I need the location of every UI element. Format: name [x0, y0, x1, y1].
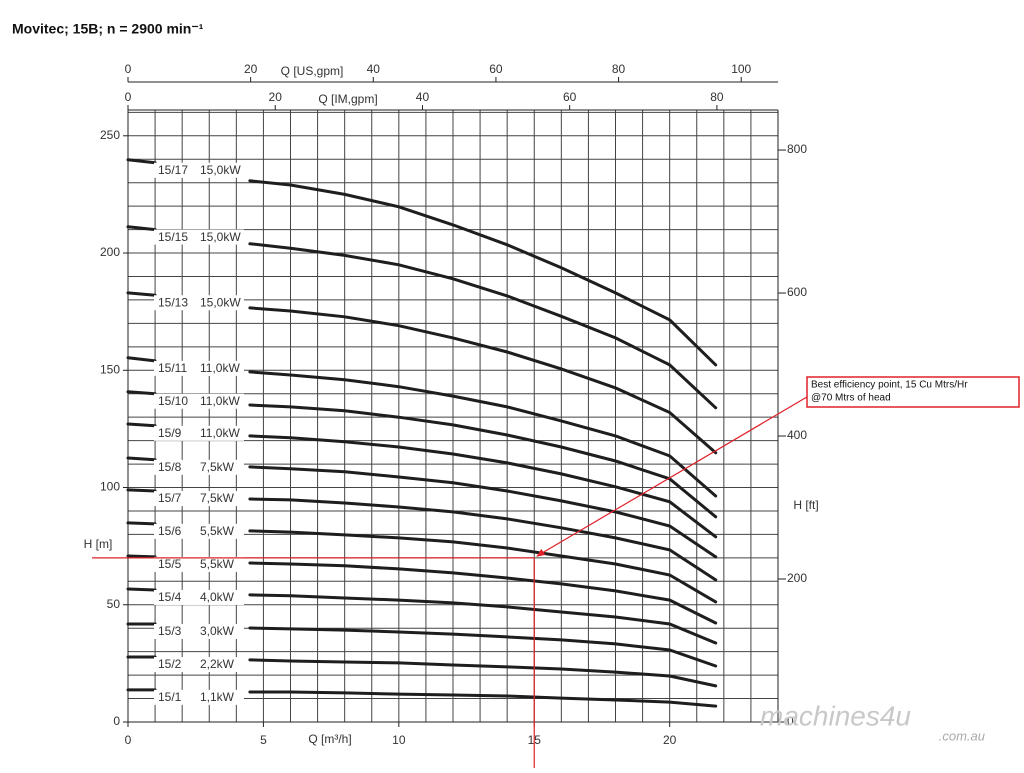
- curve-name: 15/13: [158, 295, 188, 309]
- watermark: machines4u: [760, 700, 911, 731]
- curve-name: 15/11: [158, 361, 187, 375]
- top-tick-label: 80: [710, 90, 724, 104]
- label-background: [154, 162, 244, 178]
- y2-tick-label: 200: [787, 571, 807, 585]
- curve-name: 15/3: [158, 624, 182, 638]
- y-tick-label: 250: [100, 128, 120, 142]
- pump-curve: [126, 456, 718, 559]
- y2-tick-label: 0: [787, 714, 794, 728]
- arrow-head: [536, 548, 546, 557]
- top-tick-label: 0: [125, 90, 132, 104]
- label-background: [154, 393, 244, 409]
- annotation-box: [806, 376, 1020, 408]
- top-tick-label: 40: [367, 62, 381, 76]
- x-tick-label: 10: [392, 733, 406, 747]
- curve-power: 11,0kW: [200, 361, 240, 375]
- label-background: [154, 360, 244, 376]
- top-tick-label: 0: [125, 62, 132, 76]
- y-tick-label: 50: [107, 597, 121, 611]
- curve-power: 2,2kW: [200, 657, 235, 671]
- pump-curve: [126, 356, 718, 498]
- y2-tick-label: 600: [787, 285, 807, 299]
- pump-curve: [126, 158, 718, 367]
- pump-curve: [126, 225, 718, 410]
- top-tick-label: 60: [563, 90, 577, 104]
- label-background: [154, 295, 244, 311]
- top-tick-label: 20: [244, 62, 258, 76]
- curve-power: 5,5kW: [200, 524, 235, 538]
- label-background: [154, 459, 244, 475]
- pump-curve: [126, 622, 718, 668]
- label-background: [154, 425, 244, 441]
- pump-curve: [126, 554, 718, 625]
- label-background: [154, 623, 244, 639]
- label-background: [154, 589, 244, 605]
- top-axis-label: Q [IM,gpm]: [318, 92, 377, 106]
- pump-curve: [126, 488, 718, 582]
- chart-title: Movitec; 15B; n = 2900 min⁻¹: [12, 21, 204, 37]
- x-tick-label: 0: [125, 733, 132, 747]
- watermark-domain: .com.au: [939, 728, 985, 743]
- curve-power: 11,0kW: [200, 394, 240, 408]
- pump-curve: [126, 688, 718, 708]
- curve-power: 15,0kW: [200, 230, 241, 244]
- curve-name: 15/1: [158, 690, 182, 704]
- pump-curve: [126, 521, 718, 604]
- label-background: [154, 229, 244, 245]
- annotation-text: Best efficiency point, 15 Cu Mtrs/Hr: [811, 380, 968, 391]
- annotation-arrow: [536, 393, 813, 557]
- top-tick-label: 100: [731, 62, 751, 76]
- curve-name: 15/17: [158, 163, 188, 177]
- curve-power: 1,1kW: [200, 690, 235, 704]
- curve-power: 4,0kW: [200, 590, 235, 604]
- curve-name: 15/7: [158, 491, 182, 505]
- curve-name: 15/2: [158, 657, 182, 671]
- annotation-text: @70 Mtrs of head: [811, 393, 891, 404]
- curve-power: 7,5kW: [200, 460, 235, 474]
- top-tick-label: 40: [416, 90, 430, 104]
- y-tick-label: 100: [100, 480, 120, 494]
- pump-curve: [126, 291, 718, 455]
- x-tick-label: 20: [663, 733, 677, 747]
- top-tick-label: 80: [612, 62, 626, 76]
- curve-name: 15/5: [158, 557, 182, 571]
- y-tick-label: 200: [100, 245, 120, 259]
- pump-curve: [126, 390, 718, 519]
- y2-tick-label: 400: [787, 428, 807, 442]
- curve-power: 11,0kW: [200, 426, 240, 440]
- curve-name: 15/9: [158, 426, 182, 440]
- y-axis-label: H [m]: [84, 537, 113, 551]
- label-background: [154, 523, 244, 539]
- curve-power: 3,0kW: [200, 624, 235, 638]
- curve-name: 15/8: [158, 460, 182, 474]
- curve-power: 15,0kW: [200, 163, 241, 177]
- curve-name: 15/10: [158, 394, 188, 408]
- curve-power: 7,5kW: [200, 491, 235, 505]
- top-axis-label: Q [US,gpm]: [281, 64, 344, 78]
- label-background: [154, 689, 244, 705]
- top-tick-label: 60: [489, 62, 503, 76]
- y-tick-label: 150: [100, 362, 120, 376]
- x-axis-label: Q [m³/h]: [308, 732, 351, 746]
- label-background: [154, 556, 244, 572]
- curve-name: 15/15: [158, 230, 188, 244]
- x-tick-label: 5: [260, 733, 267, 747]
- y2-axis-label: H [ft]: [793, 498, 818, 512]
- y2-tick-label: 800: [787, 142, 807, 156]
- label-background: [154, 657, 244, 673]
- y-tick-label: 0: [113, 714, 120, 728]
- curve-name: 15/6: [158, 524, 182, 538]
- curve-power: 15,0kW: [200, 295, 241, 309]
- pump-curve: [126, 655, 718, 688]
- pump-curve: [126, 587, 718, 645]
- curve-power: 5,5kW: [200, 557, 235, 571]
- label-background: [154, 491, 244, 507]
- top-tick-label: 20: [269, 90, 283, 104]
- curve-name: 15/4: [158, 590, 182, 604]
